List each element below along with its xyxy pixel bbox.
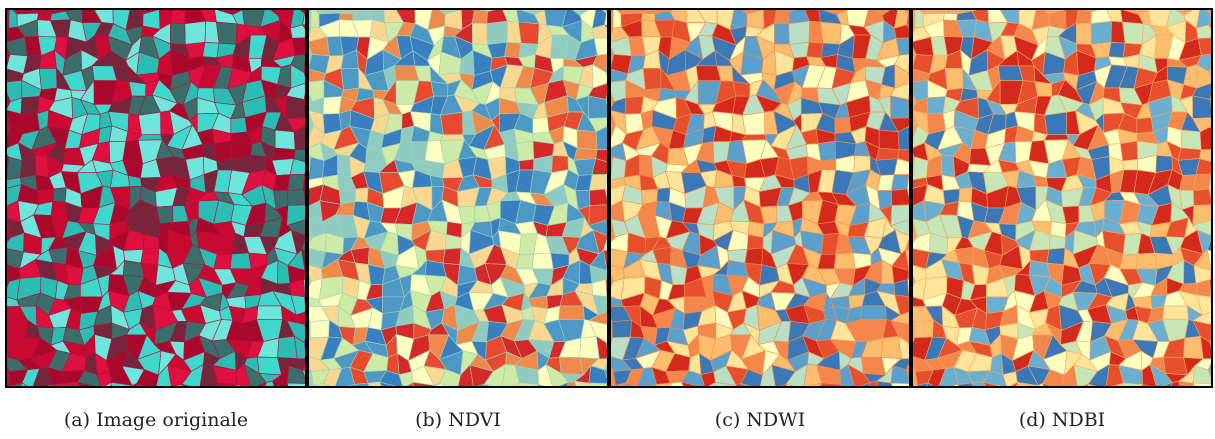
caption-ndvi: (b) NDVI (307, 409, 609, 431)
caption-ndbi: (d) NDBI (911, 409, 1213, 431)
ndbi-panel (911, 8, 1213, 388)
caption-original-image: (a) Image originale (5, 409, 307, 431)
figure-row (5, 8, 1213, 388)
original-image-raster (7, 10, 305, 386)
ndwi-raster (611, 10, 909, 386)
original-image-panel (5, 8, 307, 388)
ndvi-raster (309, 10, 607, 386)
caption-ndwi: (c) NDWI (609, 409, 911, 431)
ndwi-panel (609, 8, 911, 388)
ndbi-raster (913, 10, 1211, 386)
ndvi-panel (307, 8, 609, 388)
